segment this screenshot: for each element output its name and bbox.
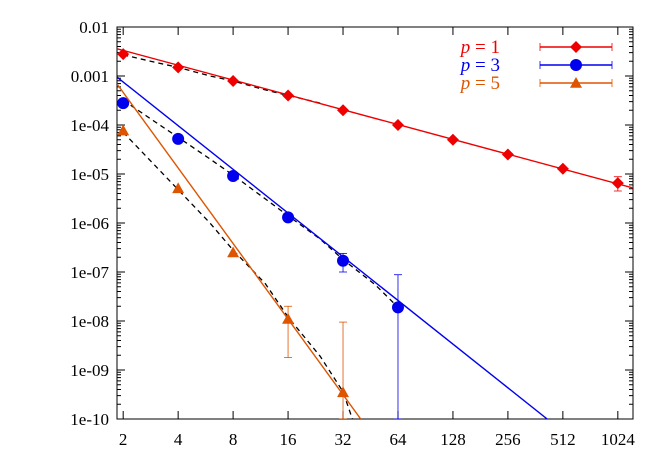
legend: p = 1p = 3p = 5	[459, 37, 613, 94]
y-tick-label: 1e-07	[70, 263, 109, 282]
triangle-marker	[570, 77, 582, 88]
y-tick-label: 0.01	[79, 18, 109, 37]
y-tick-label: 1e-10	[70, 410, 109, 429]
triangle-marker	[282, 312, 295, 324]
circle-marker	[337, 254, 350, 267]
circle-marker	[117, 97, 130, 110]
fit-line	[117, 76, 548, 419]
plot-frame	[116, 26, 634, 420]
legend-value: = 1	[475, 37, 500, 58]
legend-label: p = 5	[459, 73, 500, 94]
legend-value: = 5	[475, 73, 500, 94]
diamond-marker	[570, 41, 582, 53]
y-tick-label: 1e-09	[70, 361, 109, 380]
triangle-marker	[172, 182, 185, 194]
y-tick-label: 1e-06	[70, 214, 109, 233]
diamond-marker	[337, 104, 350, 117]
x-tick-label: 4	[174, 430, 183, 449]
dashed-curve	[122, 99, 399, 308]
triangle-marker	[117, 124, 130, 136]
x-tick-label: 2	[119, 430, 128, 449]
y-tick-labels: 1e-10 1e-09 1e-08 1e-07 1e-06 1e-05 1e-04 0.001…	[70, 18, 109, 429]
y-tick-label: 1e-04	[70, 116, 109, 135]
legend-label: p = 3	[459, 55, 500, 76]
x-tick-label: 1024	[601, 430, 636, 449]
y-tick-label: 1e-08	[70, 312, 109, 331]
diamond-marker	[501, 148, 514, 161]
x-tick-label: 128	[440, 430, 466, 449]
circle-marker	[282, 211, 295, 224]
diamond-marker	[227, 75, 240, 88]
fit-line	[117, 83, 362, 419]
diamond-marker	[282, 89, 295, 102]
y-tick-label: 1e-05	[70, 165, 109, 184]
fit-line	[117, 48, 633, 189]
axis-ticks	[117, 26, 633, 420]
diamond-marker	[391, 119, 404, 131]
x-tick-label: 16	[280, 430, 297, 449]
legend-variable: p	[459, 55, 475, 76]
circle-marker	[570, 59, 582, 71]
circle-marker	[227, 170, 240, 183]
diamond-marker	[556, 162, 569, 175]
diamond-marker	[172, 61, 185, 74]
diamond-marker	[611, 177, 624, 190]
diamond-marker	[117, 48, 130, 61]
legend-variable: p	[459, 73, 475, 94]
x-tick-labels: 2 4 8 16 32 64 128 256 512 1024	[119, 430, 635, 449]
triangle-marker	[337, 386, 350, 398]
diamond-marker	[446, 133, 459, 146]
y-tick-label: 0.001	[71, 67, 109, 86]
legend-value: = 3	[475, 55, 500, 76]
x-tick-label: 256	[495, 430, 521, 449]
x-tick-label: 32	[335, 430, 352, 449]
plot-area	[117, 48, 633, 419]
legend-variable: p	[459, 37, 475, 58]
circle-marker	[391, 301, 404, 314]
x-tick-label: 512	[550, 430, 576, 449]
triangle-marker	[227, 246, 240, 258]
x-tick-label: 8	[229, 430, 238, 449]
legend-label: p = 1	[459, 37, 500, 58]
circle-marker	[172, 132, 185, 145]
x-tick-label: 64	[389, 430, 407, 449]
